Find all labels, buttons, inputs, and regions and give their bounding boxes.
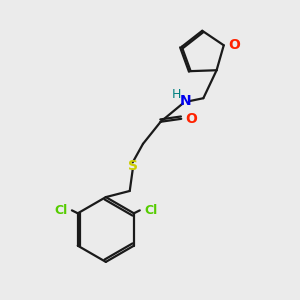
- Text: O: O: [185, 112, 197, 126]
- Text: Cl: Cl: [144, 204, 158, 217]
- Text: O: O: [228, 38, 240, 52]
- Text: N: N: [180, 94, 191, 108]
- Text: Cl: Cl: [54, 204, 68, 217]
- Text: H: H: [172, 88, 181, 101]
- Text: S: S: [128, 159, 138, 173]
